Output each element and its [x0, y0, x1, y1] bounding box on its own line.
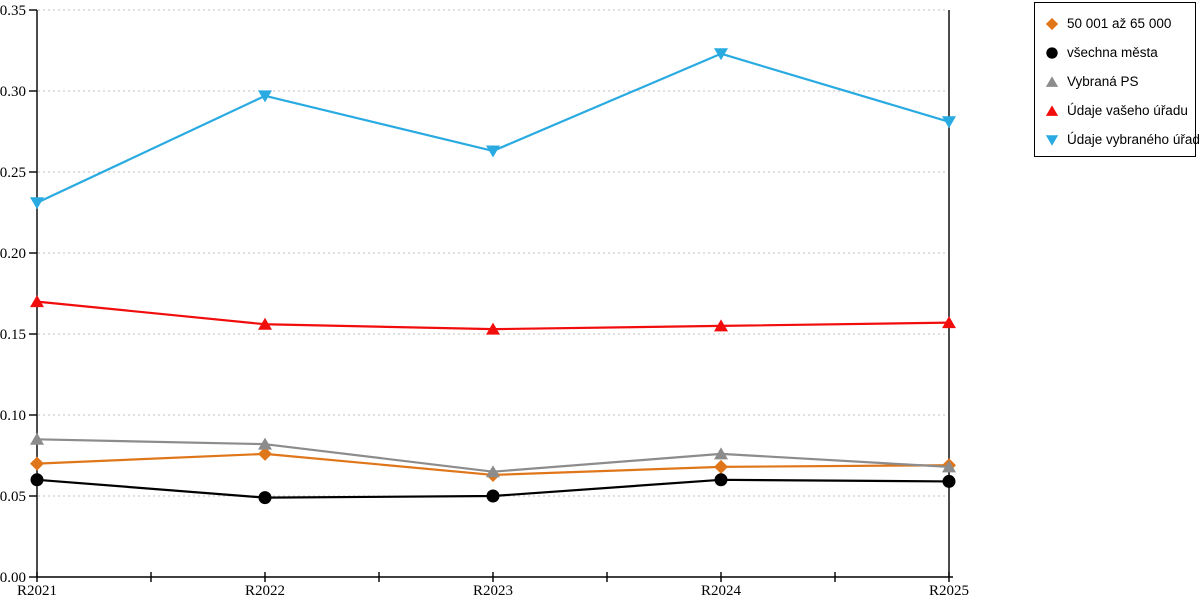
- legend-item: všechna města: [1045, 38, 1195, 67]
- legend-item: 50 001 až 65 000: [1045, 9, 1195, 38]
- legend-label: 50 001 až 65 000: [1067, 16, 1172, 31]
- triangle-up-marker-icon: [30, 432, 44, 445]
- triangle-up-marker-icon: [942, 460, 956, 473]
- y-tick-label: 0.15: [0, 327, 26, 343]
- triangle-down-marker-icon: [258, 90, 272, 103]
- diamond-marker-icon: [30, 456, 44, 471]
- triangle-down-marker-icon: [30, 197, 44, 210]
- triangle-up-marker-icon: [30, 295, 44, 308]
- y-tick-label: 0.00: [0, 570, 26, 586]
- triangle-up-icon: [1045, 75, 1059, 87]
- x-tick-label: R2024: [701, 583, 742, 599]
- circle-marker-icon: [30, 473, 44, 487]
- legend-label: Vybraná PS: [1067, 74, 1139, 89]
- triangle-down-marker-icon: [486, 145, 500, 158]
- y-tick-label: 0.35: [0, 3, 26, 19]
- triangle-down-marker-icon: [714, 48, 728, 61]
- y-tick-label: 0.10: [0, 408, 26, 424]
- triangle-up-marker-icon: [258, 317, 272, 330]
- triangle-down-icon: [1045, 134, 1059, 146]
- circle-marker-icon: [942, 474, 956, 488]
- diamond-marker-icon: [258, 446, 272, 461]
- legend-item: Údaje vašeho úřadu: [1045, 96, 1195, 125]
- y-tick-label: 0.30: [0, 84, 26, 100]
- legend-item: Údaje vybraného úřadu: [1045, 125, 1200, 154]
- x-tick-label: R2022: [245, 583, 285, 599]
- x-tick-label: R2021: [17, 583, 57, 599]
- series-line: [36, 52, 950, 204]
- diamond-marker-icon: [714, 459, 728, 474]
- triangle-up-marker-icon: [714, 447, 728, 460]
- triangle-up-marker-icon: [942, 316, 956, 329]
- circle-marker-icon: [714, 473, 728, 487]
- triangle-up-marker-icon: [258, 437, 272, 450]
- diamond-icon: [1045, 17, 1059, 30]
- y-tick-label: 0.20: [0, 246, 26, 262]
- y-tick-label: 0.05: [0, 489, 26, 505]
- circle-icon: [1046, 46, 1058, 59]
- legend-label: všechna města: [1067, 45, 1158, 60]
- y-tick-label: 0.25: [0, 165, 26, 181]
- triangle-up-marker-icon: [486, 465, 500, 478]
- circle-marker-icon: [258, 491, 272, 505]
- chart-legend: 50 001 až 65 000 všechna města Vybraná PS Ú…: [1034, 2, 1200, 157]
- x-tick-label: R2025: [929, 583, 969, 599]
- triangle-up-icon: [1045, 104, 1059, 116]
- x-tick-label: R2023: [473, 583, 513, 599]
- triangle-up-marker-icon: [714, 319, 728, 332]
- legend-item: Vybraná PS: [1045, 67, 1195, 96]
- legend-label: Údaje vašeho úřadu: [1067, 103, 1188, 118]
- circle-marker-icon: [486, 489, 500, 503]
- triangle-up-marker-icon: [486, 322, 500, 335]
- triangle-down-marker-icon: [942, 116, 956, 129]
- legend-label: Údaje vybraného úřadu: [1067, 132, 1200, 147]
